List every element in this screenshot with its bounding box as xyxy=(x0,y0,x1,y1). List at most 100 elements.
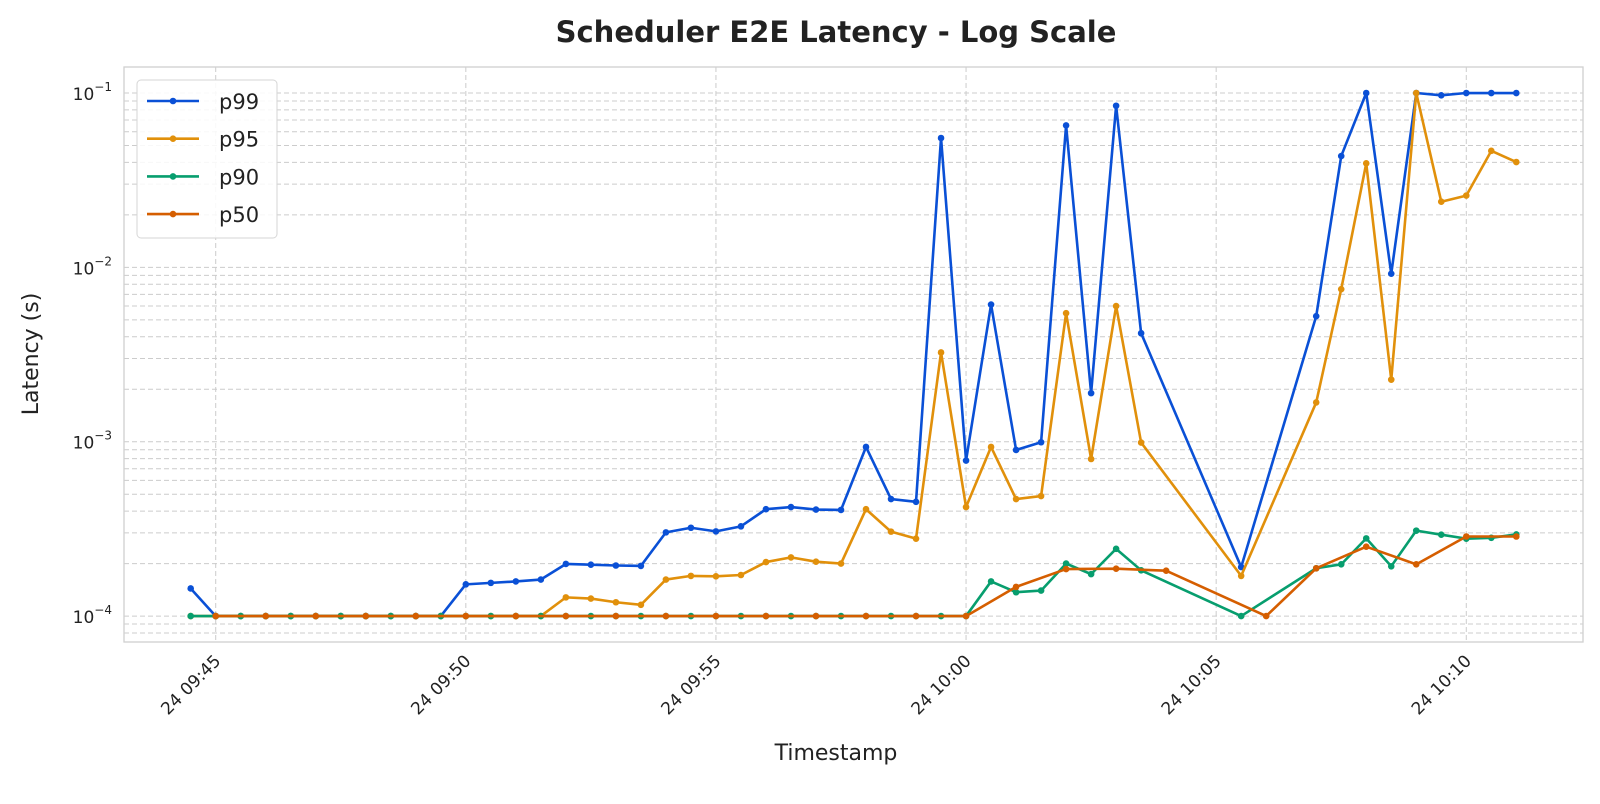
data-point-p90 xyxy=(1062,560,1070,567)
data-point-p99 xyxy=(962,457,970,464)
y-axis-ticks: 10−4 10−3 10−2 10−1 xyxy=(73,80,112,628)
y-axis-label: Latency (s) xyxy=(19,293,44,416)
data-point-p50 xyxy=(1412,561,1420,568)
data-point-p99 xyxy=(1462,89,1470,97)
data-point-p99 xyxy=(937,134,945,142)
data-point-p95 xyxy=(1237,572,1245,580)
data-point-p99 xyxy=(1062,122,1070,129)
data-point-p99 xyxy=(1237,563,1245,571)
series-line-p50 xyxy=(215,535,1517,618)
data-point-p99 xyxy=(862,443,870,451)
data-point-p50 xyxy=(1062,565,1070,573)
chart-title: Scheduler E2E Latency - Log Scale xyxy=(556,15,1117,49)
data-point-p90 xyxy=(1087,570,1095,578)
data-point-p50 xyxy=(1012,583,1020,591)
grid xyxy=(124,67,1583,642)
data-point-p90 xyxy=(187,612,194,620)
data-point-p99 xyxy=(712,528,720,535)
data-point-p95 xyxy=(837,560,845,567)
data-point-p50 xyxy=(362,612,370,620)
x-axis-label: Timestamp xyxy=(774,741,898,766)
data-point-p50 xyxy=(762,612,770,620)
series-line-p90 xyxy=(190,529,1517,618)
data-point-p95 xyxy=(712,573,720,580)
data-point-p95 xyxy=(1112,302,1120,310)
data-point-p95 xyxy=(587,595,595,602)
data-point-p90 xyxy=(1112,545,1120,553)
data-point-p95 xyxy=(912,535,920,542)
data-point-p50 xyxy=(912,612,920,620)
data-point-p95 xyxy=(1462,192,1470,199)
data-point-p90 xyxy=(1437,531,1445,538)
data-point-p95 xyxy=(1037,492,1045,500)
x-tick-label: 24 10:05 xyxy=(1158,651,1226,719)
data-point-p95 xyxy=(987,443,995,451)
y-tick-label: 10−4 xyxy=(73,603,112,628)
data-point-p50 xyxy=(462,612,470,620)
data-point-p90 xyxy=(1237,612,1245,620)
data-point-p95 xyxy=(1362,160,1370,167)
data-point-p95 xyxy=(1337,285,1345,293)
series-layer xyxy=(187,89,1520,620)
data-point-p99 xyxy=(662,529,670,536)
data-point-p50 xyxy=(562,612,570,620)
legend-marker-p50 xyxy=(169,210,177,218)
data-point-p99 xyxy=(1137,329,1145,337)
data-point-p90 xyxy=(1012,588,1020,596)
series-p95 xyxy=(187,89,1520,620)
data-point-p99 xyxy=(1312,312,1320,320)
data-point-p50 xyxy=(1112,565,1120,572)
data-point-p95 xyxy=(1312,399,1320,406)
data-point-p95 xyxy=(662,576,670,583)
data-point-p95 xyxy=(1487,147,1495,155)
legend-marker-p95 xyxy=(169,135,177,142)
data-point-p50 xyxy=(1362,543,1370,550)
data-point-p95 xyxy=(1437,198,1445,206)
data-point-p99 xyxy=(1513,89,1520,97)
data-point-p50 xyxy=(1312,564,1320,572)
legend: p99 p95 p90 p50 xyxy=(136,79,278,239)
x-tick-label: 24 09:50 xyxy=(407,651,475,719)
data-point-p99 xyxy=(1337,152,1345,160)
series-p50 xyxy=(212,533,1520,620)
data-point-p99 xyxy=(912,498,920,506)
data-point-p95 xyxy=(787,554,795,561)
series-line-p95 xyxy=(190,91,1517,618)
y-tick-label: 10−3 xyxy=(73,429,112,454)
data-point-p99 xyxy=(887,495,895,503)
legend-label-p95: p95 xyxy=(219,128,259,152)
x-axis-ticks: 24 09:45 24 09:50 24 09:55 24 10:00 24 10:05… xyxy=(157,651,1475,719)
series-p90 xyxy=(187,527,1520,620)
legend-label-p99: p99 xyxy=(219,90,259,114)
data-point-p95 xyxy=(887,528,895,535)
data-point-p99 xyxy=(612,562,620,569)
x-tick-label: 24 09:55 xyxy=(658,651,726,719)
data-point-p50 xyxy=(312,612,320,620)
data-point-p95 xyxy=(1513,158,1520,166)
data-point-p90 xyxy=(1412,527,1420,534)
legend-label-p50: p50 xyxy=(219,203,259,227)
data-point-p50 xyxy=(812,612,820,620)
data-point-p99 xyxy=(512,578,520,585)
data-point-p50 xyxy=(212,612,220,620)
data-point-p95 xyxy=(962,503,970,511)
data-point-p95 xyxy=(812,558,820,566)
data-point-p99 xyxy=(737,523,745,530)
legend-label-p90: p90 xyxy=(219,165,259,189)
data-point-p99 xyxy=(487,579,495,587)
x-tick-label: 24 10:10 xyxy=(1408,651,1476,719)
data-point-p99 xyxy=(537,576,545,583)
data-point-p99 xyxy=(637,562,645,570)
data-point-p99 xyxy=(787,503,795,511)
series-p99 xyxy=(187,89,1520,620)
data-point-p50 xyxy=(962,612,970,620)
y-tick-label: 10−1 xyxy=(73,80,112,105)
data-point-p50 xyxy=(412,612,420,620)
legend-marker-p90 xyxy=(169,173,177,180)
data-point-p95 xyxy=(1137,439,1145,446)
data-point-p99 xyxy=(187,585,194,592)
data-point-p95 xyxy=(687,572,695,580)
data-point-p99 xyxy=(1112,102,1120,110)
data-point-p99 xyxy=(1387,270,1395,277)
